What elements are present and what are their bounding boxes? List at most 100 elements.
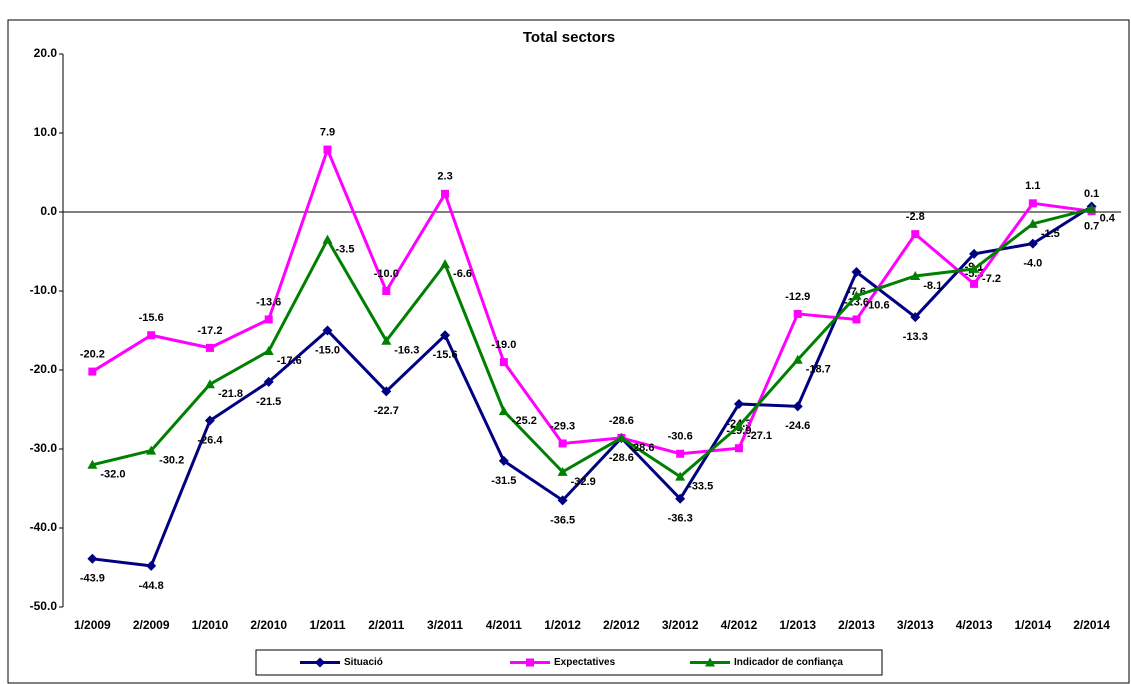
value-label: -4.0 (1023, 258, 1042, 270)
data-point (498, 406, 509, 416)
legend-marker (315, 657, 325, 668)
legend-label: Indicador de confiança (734, 657, 843, 668)
data-point (851, 267, 862, 278)
data-point (733, 421, 744, 431)
x-tick-label: 1/2013 (779, 618, 816, 632)
data-point (676, 449, 685, 458)
value-label: -1.5 (1041, 228, 1060, 240)
value-label: -36.3 (668, 513, 693, 525)
value-label: -33.5 (688, 481, 713, 493)
series-line (92, 205, 1093, 568)
data-point (675, 471, 686, 481)
data-point (969, 263, 980, 273)
x-tick-label: 2/2012 (603, 618, 640, 632)
value-label: -10.0 (374, 268, 399, 280)
value-label: -13.3 (903, 331, 928, 343)
value-label: -27.1 (747, 430, 772, 442)
value-label: -21.8 (218, 388, 243, 400)
y-tick-label: 20.0 (34, 46, 58, 60)
value-label: 1.1 (1025, 180, 1040, 192)
value-label: -19.0 (491, 339, 516, 351)
value-label: -7.2 (982, 273, 1001, 285)
value-label: 0.7 (1084, 220, 1099, 232)
x-tick-label: 2/2010 (250, 618, 287, 632)
value-label: -16.3 (394, 345, 419, 357)
value-label: -10.6 (865, 300, 890, 312)
value-label: -3.5 (336, 244, 355, 256)
data-point (792, 354, 803, 364)
value-label: -2.8 (906, 211, 925, 223)
x-tick-label: 4/2012 (721, 618, 758, 632)
x-tick-label: 1/2011 (309, 618, 345, 632)
value-label: -15.6 (139, 312, 164, 324)
value-label: -30.2 (159, 454, 184, 466)
value-label: -28.6 (629, 442, 654, 454)
x-tick-label: 2/2014 (1073, 618, 1110, 632)
x-tick-label: 4/2011 (486, 618, 522, 632)
value-label: -17.2 (197, 325, 222, 337)
data-point (323, 145, 332, 154)
data-point (263, 346, 274, 356)
data-point (558, 439, 567, 448)
x-tick-label: 3/2013 (897, 618, 934, 632)
value-label: -13.6 (256, 296, 281, 308)
data-point (792, 401, 803, 412)
data-point (204, 379, 215, 389)
value-label: -24.6 (785, 420, 810, 432)
data-point (557, 495, 568, 506)
value-label: -30.6 (668, 431, 693, 443)
value-label: -8.1 (923, 280, 942, 292)
value-label: -17.6 (277, 355, 302, 367)
series-line (91, 145, 1092, 456)
value-label: -15.6 (433, 349, 458, 361)
data-point (87, 553, 98, 564)
legend-label: Expectatives (554, 657, 616, 668)
x-tick-label: 3/2012 (662, 618, 699, 632)
data-point (970, 279, 979, 288)
legend-marker (526, 658, 534, 667)
value-label: -20.2 (80, 348, 105, 360)
value-label: 7.9 (320, 126, 335, 138)
y-tick-label: -40.0 (30, 520, 58, 534)
x-tick-label: 2/2011 (368, 618, 404, 632)
legend-marker (705, 657, 715, 667)
data-point (88, 367, 97, 376)
data-point (440, 330, 451, 341)
value-label: -31.5 (491, 475, 516, 487)
value-label: -25.2 (512, 415, 537, 427)
value-label: -44.8 (139, 580, 164, 592)
value-label: -28.6 (609, 452, 634, 464)
value-label: -29.3 (550, 420, 575, 432)
y-tick-label: 0.0 (40, 204, 57, 218)
value-label: -18.7 (806, 364, 831, 376)
data-point (734, 444, 743, 453)
value-label: -22.7 (374, 405, 399, 417)
value-label: -43.9 (80, 573, 105, 585)
data-point (852, 315, 861, 324)
data-point (1028, 199, 1037, 208)
data-point (322, 325, 333, 336)
y-tick-label: -20.0 (30, 362, 58, 376)
data-point (733, 398, 744, 409)
data-point (969, 248, 980, 259)
x-tick-label: 3/2011 (427, 618, 463, 632)
value-label: -32.0 (100, 469, 125, 481)
data-point (87, 459, 98, 469)
y-tick-label: -10.0 (30, 283, 58, 297)
data-point (911, 230, 920, 239)
legend-label: Situació (344, 657, 383, 668)
data-point (498, 455, 509, 466)
value-label: -6.6 (453, 268, 472, 280)
value-label: -13.6 (844, 296, 869, 308)
data-point (910, 312, 921, 323)
data-point (147, 331, 156, 340)
value-label: -36.5 (550, 514, 575, 526)
value-label: -28.6 (609, 415, 634, 427)
data-point (204, 415, 215, 426)
x-tick-label: 2/2009 (133, 618, 170, 632)
value-label: -15.0 (315, 344, 340, 356)
data-point (264, 315, 273, 324)
chart-title: Total sectors (523, 29, 615, 46)
